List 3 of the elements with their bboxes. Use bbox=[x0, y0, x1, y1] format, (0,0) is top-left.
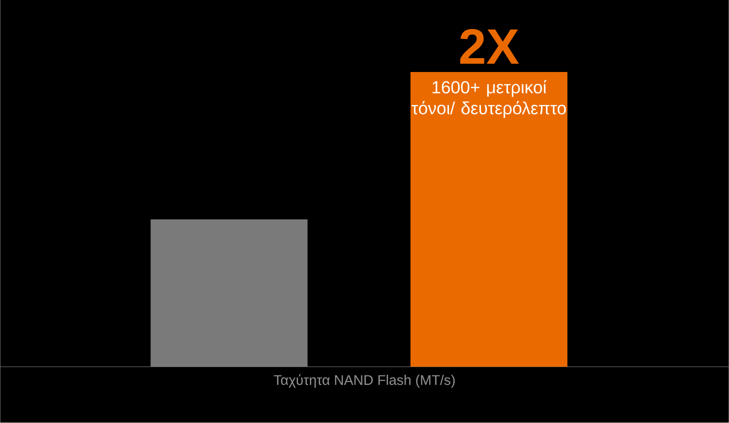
annotation: 1600+ μετρικοί τόνοι/ δευτερόλεπτο bbox=[412, 80, 566, 118]
text: 2X bbox=[460, 29, 519, 64]
x-axis-title: Ταχύτητα NAND Flash (MT/s) bbox=[274, 374, 455, 388]
